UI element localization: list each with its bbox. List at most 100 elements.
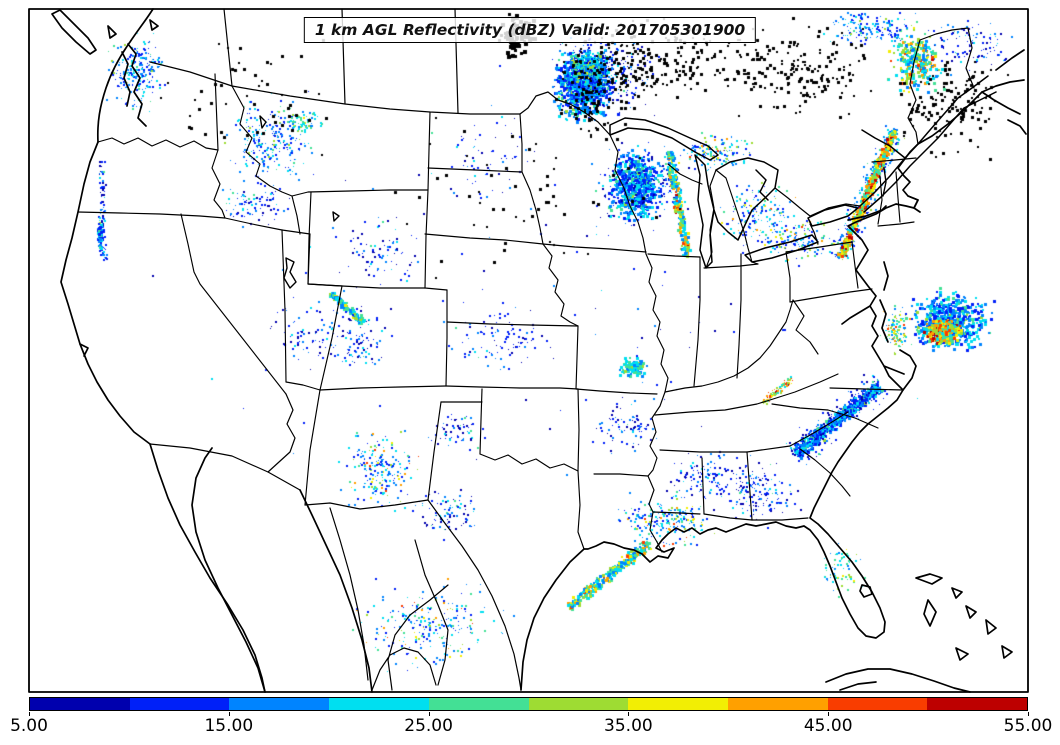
nc-tn-border bbox=[789, 411, 849, 447]
potomac bbox=[841, 305, 871, 325]
ny-pa-nj-border bbox=[851, 241, 859, 289]
ia-mn-border bbox=[542, 243, 647, 253]
georgian-bay bbox=[755, 169, 769, 201]
st-lawrence-north bbox=[859, 75, 989, 207]
pamlico-sound bbox=[883, 349, 917, 391]
colorbar-segment-20-25 bbox=[329, 698, 429, 710]
colorbar-tick-label: 25.00 bbox=[404, 716, 453, 736]
or-ca-border bbox=[77, 211, 226, 219]
in-oh-border bbox=[736, 253, 742, 379]
al-ga-border bbox=[746, 451, 753, 521]
lake-superior bbox=[609, 117, 719, 161]
oh-pa-border bbox=[785, 251, 791, 303]
red-river-tx-ok bbox=[479, 453, 579, 472]
mi-south-border bbox=[703, 263, 759, 269]
pacific-coast-north bbox=[96, 8, 154, 143]
colorbar-tick-label: 15.00 bbox=[204, 716, 254, 736]
wi-mi-up-border bbox=[667, 163, 703, 185]
vancouver-island bbox=[51, 9, 97, 55]
ga-sc-savannah bbox=[799, 448, 851, 497]
wa-id-border bbox=[214, 73, 219, 151]
puget-sound-inner bbox=[121, 51, 131, 107]
mo-ar-border bbox=[575, 388, 658, 395]
id-east-border bbox=[291, 195, 301, 235]
colorbar-tick-label: 5.00 bbox=[10, 716, 48, 736]
mississippi-lower bbox=[647, 475, 663, 553]
ny-vt-border bbox=[877, 175, 883, 225]
lake-ontario bbox=[807, 204, 859, 227]
ottawa-river bbox=[861, 129, 906, 159]
canada-borders bbox=[149, 8, 975, 245]
colorbar-segment-15-20 bbox=[229, 698, 330, 710]
colorbar-tick bbox=[828, 712, 830, 716]
va-nc-border bbox=[829, 387, 904, 391]
ne-ks-40n bbox=[446, 321, 579, 327]
colorbar-segment-35-40 bbox=[628, 698, 728, 710]
great-salt-lake bbox=[283, 257, 297, 289]
tx-la-border bbox=[577, 470, 585, 550]
maine-coast bbox=[917, 91, 983, 145]
wy-east-104w bbox=[424, 189, 429, 289]
colorbar-tick-label: 35.00 bbox=[604, 716, 653, 736]
mt-nd-104w bbox=[427, 111, 431, 191]
colorado-river bbox=[267, 393, 296, 473]
st-lawrence-south bbox=[863, 91, 997, 213]
colorbar bbox=[29, 697, 1028, 711]
nova-scotia bbox=[995, 49, 1027, 135]
mn-west-border bbox=[519, 113, 544, 245]
colorbar-segment-30-35 bbox=[528, 698, 629, 710]
colorbar-segment-45-50 bbox=[827, 698, 928, 710]
baja-outer-coast bbox=[149, 443, 266, 693]
colorbar-segment-25-30 bbox=[428, 698, 529, 710]
wv-va-border bbox=[792, 299, 819, 355]
cuba-coast bbox=[825, 668, 971, 693]
ok-100w bbox=[479, 388, 483, 455]
co-ne-41n bbox=[424, 287, 448, 291]
coastlines bbox=[51, 8, 1027, 693]
colorbar-segment-50-55 bbox=[927, 698, 1028, 710]
pacific-coast bbox=[60, 141, 151, 445]
id-mt-border bbox=[231, 85, 293, 197]
lake-okeechobee bbox=[859, 584, 873, 598]
wa-or-border bbox=[97, 137, 219, 151]
pa-north-border bbox=[785, 241, 853, 253]
chesapeake-inner bbox=[879, 261, 889, 343]
minnesota-canada-border bbox=[519, 91, 611, 136]
puget-sound bbox=[127, 43, 147, 127]
az-nm-border bbox=[304, 389, 321, 506]
yellowstone-lake bbox=[332, 211, 340, 222]
nm-sonora-border bbox=[304, 499, 429, 510]
nd-sd-border bbox=[427, 167, 523, 173]
tn-south-35n bbox=[659, 445, 791, 453]
id-nv-42n bbox=[224, 217, 283, 231]
sf-bay bbox=[79, 343, 89, 357]
il-in-border bbox=[693, 256, 701, 387]
map-frame bbox=[28, 8, 1029, 693]
rio-grande bbox=[427, 499, 522, 691]
tn-ky-border bbox=[654, 399, 771, 416]
colorbar-tick bbox=[29, 712, 30, 716]
small-lakes bbox=[259, 115, 887, 289]
colorbar-segment-10-15 bbox=[129, 698, 230, 710]
ms-al-border bbox=[701, 457, 705, 515]
chihuahua-coahuila bbox=[414, 539, 449, 686]
quebec-ny-45th bbox=[871, 157, 917, 163]
mo-west-border bbox=[575, 325, 579, 390]
us-canada-49th bbox=[149, 61, 521, 115]
sonora-chihuahua bbox=[329, 507, 369, 681]
la-ms-31n bbox=[652, 511, 701, 515]
nw-islands bbox=[107, 19, 159, 39]
bahamas bbox=[915, 573, 1013, 661]
great-lakes bbox=[609, 75, 997, 269]
title-box: 1 km AGL Reflectivity (dBZ) Valid: 20170… bbox=[303, 17, 757, 43]
sd-ne-43n bbox=[424, 233, 544, 245]
state-borders bbox=[77, 73, 915, 553]
nv-ut-az-border bbox=[281, 229, 287, 383]
missouri-river-ia-ne bbox=[542, 243, 579, 327]
colorbar-tick bbox=[1028, 712, 1029, 716]
fl-ga-al-border bbox=[703, 513, 809, 521]
ks-ok-37n bbox=[445, 385, 579, 390]
lake-erie bbox=[744, 234, 819, 263]
